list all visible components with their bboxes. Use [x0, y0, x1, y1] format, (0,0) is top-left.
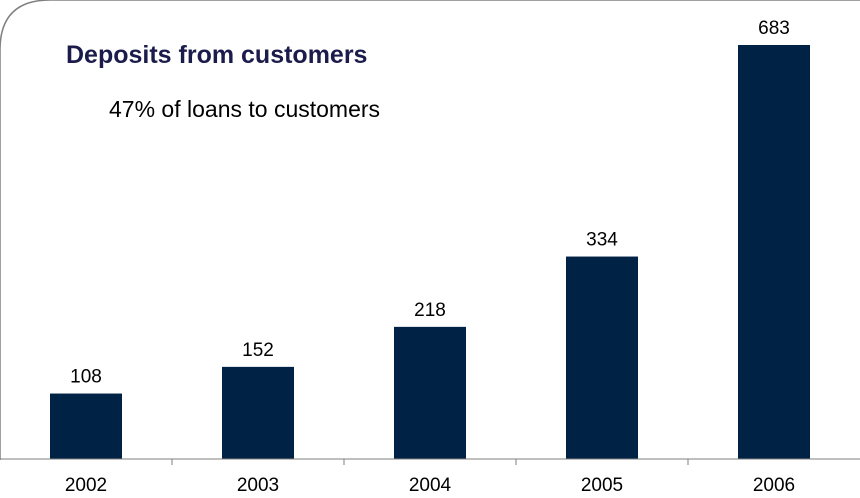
x-tick-label-2005: 2005 [581, 475, 623, 496]
bar-2006 [738, 45, 810, 459]
data-label-2003: 152 [242, 340, 274, 361]
bar-2005 [566, 256, 638, 459]
data-label-2002: 108 [70, 367, 102, 388]
bar-2002 [50, 393, 122, 459]
chart-title: Deposits from customers [66, 41, 367, 69]
x-ticks-layer [171, 459, 689, 465]
x-tick-labels-layer: 2002 2003 2004 2005 2006 [65, 475, 795, 496]
data-label-2005: 334 [586, 230, 618, 251]
chart-frame [0, 0, 860, 460]
x-tick-label-2004: 2004 [409, 475, 452, 496]
data-labels-layer: 108 152 218 334 683 [70, 18, 790, 388]
data-label-2004: 218 [414, 300, 446, 321]
data-label-2006: 683 [758, 18, 790, 39]
bar-2004 [394, 326, 466, 459]
bar-2003 [222, 366, 294, 459]
chart-subtitle: 47% of loans to customers [109, 96, 380, 122]
bars-layer [50, 45, 810, 459]
x-tick-label-2002: 2002 [65, 475, 107, 496]
x-tick-label-2006: 2006 [753, 475, 795, 496]
x-tick-label-2003: 2003 [237, 475, 279, 496]
